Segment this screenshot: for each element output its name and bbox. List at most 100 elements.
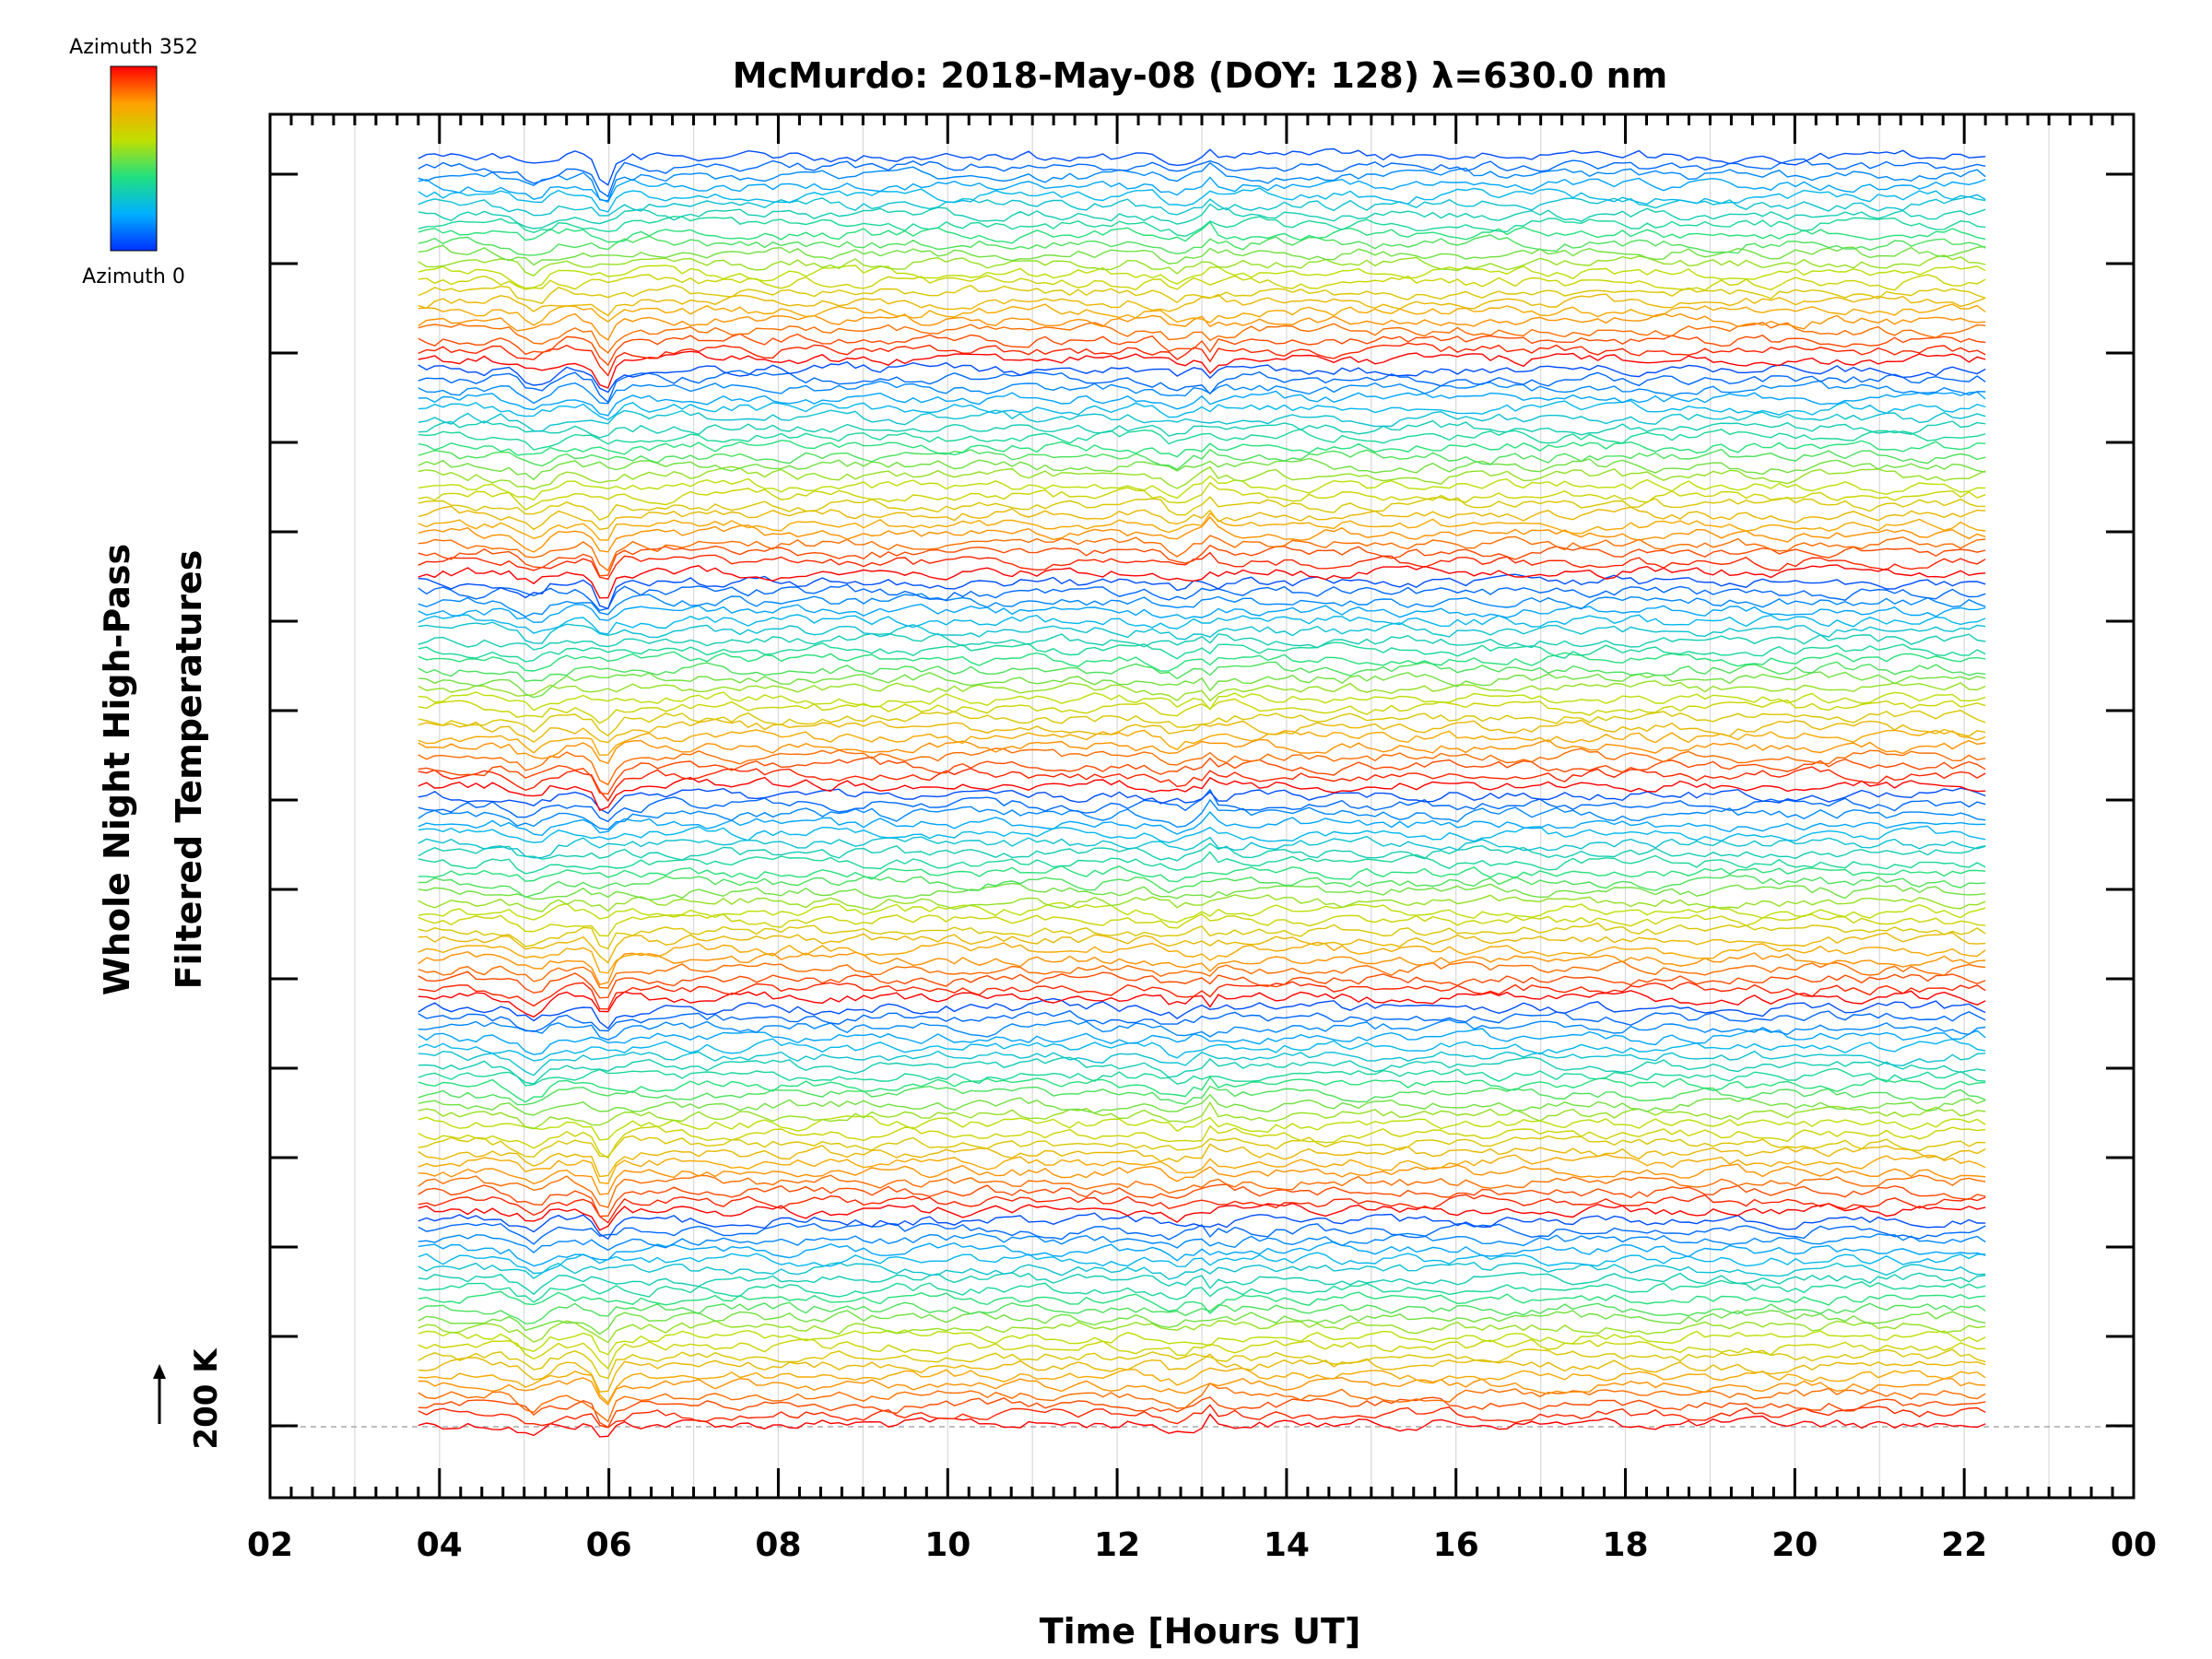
series-line [418, 1143, 1986, 1178]
series-line [418, 234, 1986, 256]
series-line [418, 941, 1986, 974]
colorbar-gradient [110, 65, 158, 252]
series-line [418, 710, 1986, 736]
series-line [418, 515, 1986, 553]
series-line [418, 361, 1986, 394]
series-line [418, 1413, 1986, 1438]
series-line [418, 912, 1986, 937]
series-line [418, 1310, 1986, 1335]
series-line [418, 825, 1986, 844]
chart-title: McMurdo: 2018-May-08 (DOY: 128) λ=630.0 … [733, 55, 1668, 96]
series-line [418, 874, 1986, 899]
x-tick-label: 08 [755, 1526, 801, 1564]
series-line [418, 766, 1986, 802]
series-line [418, 370, 1986, 404]
series-line [418, 798, 1986, 830]
series-line [418, 651, 1986, 672]
x-tick-label: 02 [247, 1526, 293, 1564]
series-line [418, 419, 1986, 439]
series-line [418, 614, 1986, 635]
series-line [418, 1135, 1986, 1158]
series-line [418, 990, 1986, 1018]
x-tick-label: 04 [417, 1526, 463, 1564]
series-line [418, 1382, 1986, 1423]
series-line [418, 399, 1986, 421]
series-line [418, 448, 1986, 471]
series-line [418, 512, 1986, 541]
series-line [418, 1353, 1986, 1393]
x-axis-label: Time [Hours UT] [1040, 1611, 1361, 1652]
x-tick-label: 06 [586, 1526, 632, 1564]
series-line [418, 1404, 1986, 1429]
series-line [418, 1348, 1986, 1380]
series-line [418, 1290, 1986, 1314]
series-line [418, 1396, 1986, 1429]
series-line [418, 496, 1986, 522]
series-line [418, 551, 1986, 581]
series-line [418, 971, 1986, 999]
series-line [418, 882, 1986, 900]
series-line [418, 350, 1986, 389]
series-line [418, 1153, 1986, 1184]
series-line [418, 1163, 1986, 1195]
series-line [418, 312, 1986, 341]
series-line [418, 960, 1986, 989]
series-line [418, 950, 1986, 986]
series-line [418, 894, 1986, 912]
series-line [418, 1320, 1986, 1344]
series-line [418, 698, 1986, 724]
series-line [418, 303, 1986, 326]
series-line [418, 573, 1986, 610]
series-line [418, 333, 1986, 367]
colorbar-top-label: Azimuth 352 [69, 36, 198, 59]
series-line [418, 583, 1986, 612]
series-line [418, 390, 1986, 417]
series-line [418, 1232, 1986, 1253]
series-line [418, 621, 1986, 644]
series-line [418, 203, 1986, 229]
series-line [418, 1174, 1986, 1208]
series-line [418, 851, 1986, 875]
series-line [418, 776, 1986, 812]
series-line [418, 981, 1986, 1010]
series-line [418, 342, 1986, 377]
axes [268, 112, 2136, 1500]
series-line [418, 1067, 1986, 1087]
series-line [418, 1050, 1986, 1077]
series-line [418, 440, 1986, 458]
x-tick-label: 00 [2111, 1526, 2157, 1564]
series-line [418, 691, 1986, 712]
series-line [418, 1183, 1986, 1218]
series-line [418, 1085, 1986, 1106]
x-tick-label: 18 [1602, 1526, 1648, 1564]
series-line [418, 254, 1986, 277]
x-tick-label: 16 [1433, 1526, 1479, 1564]
series-line [418, 220, 1986, 244]
series-line [418, 1202, 1986, 1231]
series-line [418, 465, 1986, 490]
series-line [418, 481, 1986, 511]
series-line [418, 535, 1986, 571]
series-line [418, 1222, 1986, 1245]
series-line [418, 671, 1986, 699]
series-line [418, 835, 1986, 859]
series-line [418, 756, 1986, 795]
series-line [418, 632, 1986, 651]
series-line [418, 932, 1986, 964]
series-line [418, 1376, 1986, 1406]
series-line [418, 1241, 1986, 1267]
x-tick-label: 20 [1771, 1526, 1818, 1564]
series-line [418, 865, 1986, 883]
series-line [418, 922, 1986, 950]
series-line [418, 505, 1986, 531]
x-tick-label: 22 [1941, 1526, 1987, 1564]
series-line [418, 1367, 1986, 1404]
series-line [418, 1329, 1986, 1356]
series-line [418, 603, 1986, 624]
series-line [418, 1252, 1986, 1275]
series-line [418, 1038, 1986, 1062]
series-line [418, 195, 1986, 217]
series-line [418, 147, 1986, 186]
series-line [418, 661, 1986, 682]
